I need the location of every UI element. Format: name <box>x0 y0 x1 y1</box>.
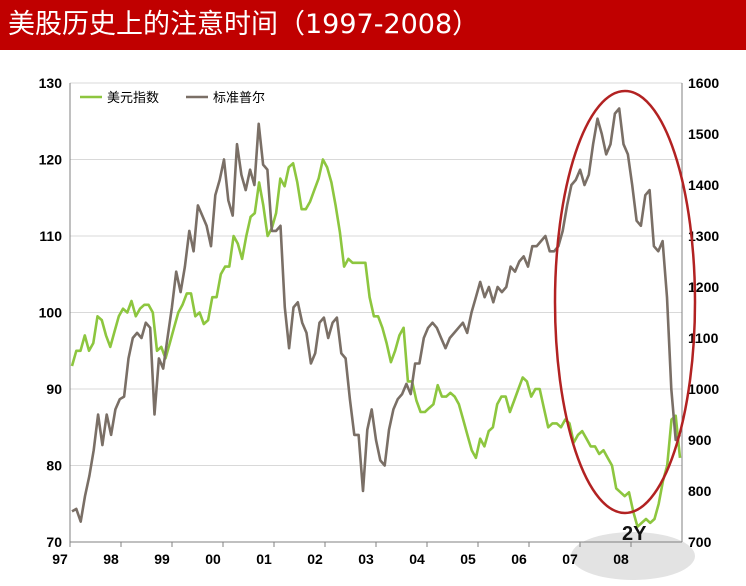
x-ticks: 97 98 99 00 01 02 03 04 05 06 07 08 <box>52 542 632 567</box>
y-left-tick-label: 70 <box>46 534 62 550</box>
x-tick-label: 98 <box>103 551 119 567</box>
x-tick-label: 04 <box>409 551 425 567</box>
y-right-tick-label: 800 <box>688 483 712 499</box>
y-left-ticks: 70 80 90 100 110 120 130 <box>39 75 63 550</box>
y-right-ticks: 700 800 900 1000 1100 1200 1300 1400 1500 1600 <box>688 75 719 550</box>
y-right-tick-label: 1400 <box>688 177 719 193</box>
x-tick-label: 00 <box>205 551 221 567</box>
chart-area: 70 80 90 100 110 120 130 700 800 900 1000 1100 1200… <box>39 75 719 580</box>
y-left-tick-label: 110 <box>39 228 62 244</box>
x-tick-label: 01 <box>256 551 272 567</box>
legend-label: 标准普尔 <box>213 91 265 106</box>
legend-label: 美元指数 <box>107 91 159 106</box>
attention-ellipse <box>553 89 697 515</box>
y-right-tick-label: 900 <box>688 432 712 448</box>
x-tick-label: 97 <box>52 551 68 567</box>
y-right-tick-label: 1000 <box>688 381 719 397</box>
x-tick-label: 02 <box>307 551 323 567</box>
title-bar: 美股历史上的注意时间（1997-2008） <box>0 0 746 50</box>
y-left-tick-label: 90 <box>46 381 62 397</box>
y-right-tick-label: 1100 <box>688 330 719 346</box>
y-right-tick-label: 700 <box>688 534 712 550</box>
annotation-2y: 2Y <box>622 523 647 545</box>
y-left-tick-label: 120 <box>39 152 63 168</box>
page-title: 美股历史上的注意时间（1997-2008） <box>8 9 480 40</box>
y-right-tick-label: 1300 <box>688 228 719 244</box>
y-right-tick-label: 1200 <box>688 279 719 295</box>
series-lines <box>70 107 682 529</box>
x-tick-label: 08 <box>613 551 629 567</box>
legend: 美元指数 标准普尔 <box>80 91 265 106</box>
x-tick-label: 03 <box>358 551 374 567</box>
series-line-sp500 <box>71 107 681 523</box>
bottom-highlight-ellipse <box>571 532 695 580</box>
y-right-tick-label: 1500 <box>688 126 719 142</box>
x-tick-label: 07 <box>562 551 578 567</box>
y-left-tick-label: 100 <box>39 305 63 321</box>
y-right-tick-label: 1600 <box>688 75 719 91</box>
series-line-dollar-index <box>70 158 682 529</box>
x-tick-label: 99 <box>154 551 170 567</box>
x-tick-label: 06 <box>511 551 527 567</box>
y-grid <box>70 82 682 543</box>
y-left-tick-label: 80 <box>46 458 62 474</box>
x-tick-label: 05 <box>460 551 476 567</box>
y-left-tick-label: 130 <box>39 75 63 91</box>
